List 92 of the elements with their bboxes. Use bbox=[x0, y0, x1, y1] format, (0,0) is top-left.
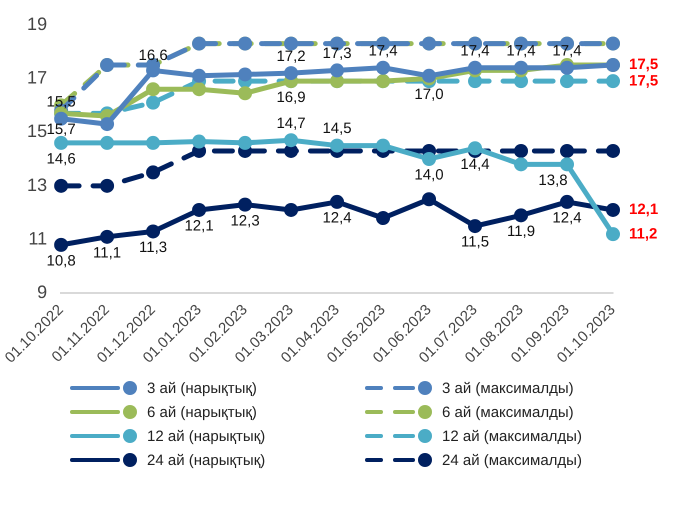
point bbox=[100, 178, 114, 193]
point bbox=[422, 68, 436, 83]
point bbox=[100, 136, 114, 150]
data-label: 12,3 bbox=[230, 212, 260, 230]
data-label: 14,6 bbox=[46, 150, 76, 168]
point bbox=[560, 157, 574, 172]
point bbox=[468, 60, 482, 75]
point bbox=[192, 134, 206, 149]
point bbox=[54, 178, 68, 193]
point bbox=[468, 141, 482, 156]
point bbox=[606, 202, 620, 217]
data-label: 17,3 bbox=[322, 45, 352, 62]
point bbox=[376, 138, 390, 153]
data-label: 11,1 bbox=[93, 244, 122, 262]
point bbox=[376, 211, 390, 226]
point bbox=[192, 202, 206, 217]
data-label: 11,9 bbox=[506, 222, 536, 240]
point bbox=[146, 82, 160, 96]
point bbox=[376, 60, 390, 75]
point bbox=[54, 238, 68, 252]
point bbox=[100, 230, 114, 244]
legend-label: 24 ай (нарықтық) bbox=[147, 452, 266, 468]
point bbox=[238, 136, 252, 150]
annotation: 12,1 bbox=[629, 201, 658, 218]
point bbox=[514, 144, 528, 158]
data-label: 14,5 bbox=[322, 120, 352, 138]
data-label: 16,9 bbox=[276, 88, 306, 106]
point bbox=[560, 74, 574, 88]
point bbox=[284, 133, 298, 148]
point bbox=[606, 227, 620, 242]
data-label: 17,4 bbox=[506, 42, 536, 60]
data-label: 17,2 bbox=[276, 48, 306, 65]
data-label: 17,4 bbox=[368, 42, 398, 60]
data-label: 12,1 bbox=[184, 218, 214, 235]
y-tick-label: 19 bbox=[27, 14, 48, 34]
data-label: 15,7 bbox=[46, 121, 76, 138]
point bbox=[100, 117, 114, 132]
point bbox=[238, 67, 252, 82]
data-label: 12,4 bbox=[322, 210, 352, 227]
y-tick-label: 9 bbox=[37, 282, 48, 302]
legend-label: 6 ай (нарықтық) bbox=[147, 404, 257, 420]
legend-label: 24 ай (максималды) bbox=[442, 452, 582, 468]
data-label: 10,8 bbox=[46, 252, 76, 270]
data-label: 14,7 bbox=[276, 114, 306, 132]
legend-label: 12 ай (нарықтық) bbox=[147, 428, 266, 444]
point bbox=[560, 144, 574, 158]
point bbox=[514, 208, 528, 222]
point bbox=[238, 86, 252, 100]
data-label: 11,3 bbox=[139, 239, 168, 256]
annotation: 11,2 bbox=[629, 225, 658, 242]
point bbox=[54, 136, 68, 150]
data-label: 12,4 bbox=[552, 210, 582, 227]
legend-label: 6 ай (максималды) bbox=[442, 404, 574, 420]
data-label: 14,0 bbox=[414, 166, 444, 184]
point bbox=[284, 202, 298, 217]
point bbox=[330, 63, 344, 78]
legend-label: 3 ай (максималды) bbox=[442, 380, 574, 396]
point bbox=[330, 138, 344, 153]
point bbox=[192, 82, 206, 96]
data-label: 17,4 bbox=[460, 42, 490, 60]
point bbox=[560, 194, 574, 209]
legend-label: 3 ай (нарықтық) bbox=[147, 380, 257, 396]
y-tick-label: 13 bbox=[27, 174, 48, 195]
data-label: 16,6 bbox=[138, 46, 168, 64]
y-tick-label: 15 bbox=[27, 121, 48, 142]
data-label: 17,0 bbox=[414, 86, 444, 104]
point bbox=[284, 66, 298, 80]
point bbox=[514, 157, 528, 172]
annotation: 17,5 bbox=[629, 72, 658, 90]
point bbox=[238, 198, 252, 212]
data-label: 11,5 bbox=[460, 234, 490, 251]
point bbox=[146, 96, 160, 110]
point bbox=[422, 152, 436, 166]
point bbox=[606, 144, 620, 158]
annotation: 17,5 bbox=[629, 56, 658, 74]
data-label: 13,8 bbox=[538, 172, 568, 189]
point bbox=[330, 194, 344, 209]
y-tick-label: 11 bbox=[28, 228, 48, 248]
point bbox=[192, 68, 206, 83]
point bbox=[146, 165, 160, 180]
data-label: 17,4 bbox=[552, 42, 582, 60]
point bbox=[468, 219, 482, 234]
legend-label: 12 ай (максималды) bbox=[442, 428, 582, 444]
y-tick-label: 17 bbox=[27, 67, 48, 88]
point bbox=[146, 224, 160, 238]
point bbox=[422, 192, 436, 206]
point bbox=[146, 136, 160, 150]
point bbox=[606, 74, 620, 88]
point bbox=[560, 60, 574, 75]
point bbox=[514, 60, 528, 75]
data-label: 15,5 bbox=[46, 93, 76, 110]
data-label: 14,4 bbox=[460, 156, 490, 173]
